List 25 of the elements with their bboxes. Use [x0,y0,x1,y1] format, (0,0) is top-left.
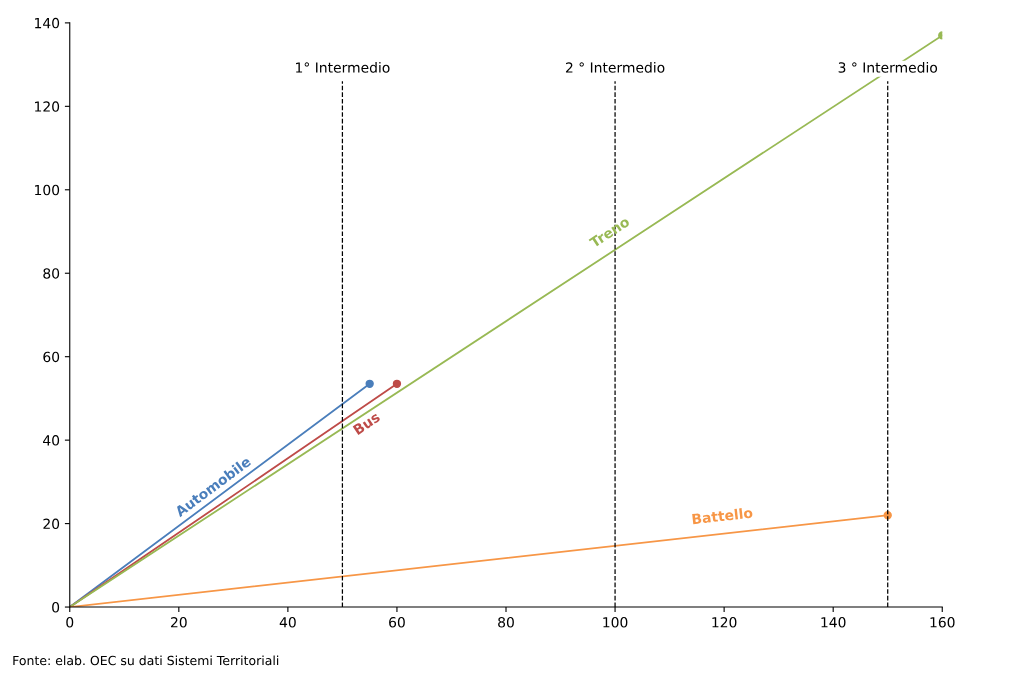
ref-line-label: 3 ° Intermedio [838,62,938,73]
point [365,379,374,388]
ref-line-label: 2 ° Intermedio [565,62,665,73]
y-tick-label: 20 [43,518,60,530]
y-tick-label: 140 [35,17,60,29]
y-tick-label: 60 [43,351,60,363]
text: Bus [352,411,381,436]
x-tick-label: 40 [279,617,296,628]
y-tick-label: 0 [52,602,60,613]
x-tick-label: 0 [66,617,74,628]
x-tick-label: 120 [712,617,737,628]
x-tick-label: 160 [930,617,955,628]
y-tick-label: 80 [43,268,60,279]
x-tick-label: 140 [821,617,846,628]
y-tick-label: 100 [35,184,60,196]
text: Battello [692,506,753,525]
x-tick-label: 100 [603,617,628,628]
point [392,379,402,388]
ref-line-label: 1° Intermedio [296,62,390,73]
source-note: Fonte: elab. OEC su dati Sistemi Territoriali [13,655,279,666]
y-tick-label: 120 [35,101,60,112]
y-tick-label: 40 [43,435,60,446]
x-tick-label: 60 [389,617,405,628]
x-tick-label: 80 [498,617,514,628]
x-tick-label: 20 [171,617,187,628]
